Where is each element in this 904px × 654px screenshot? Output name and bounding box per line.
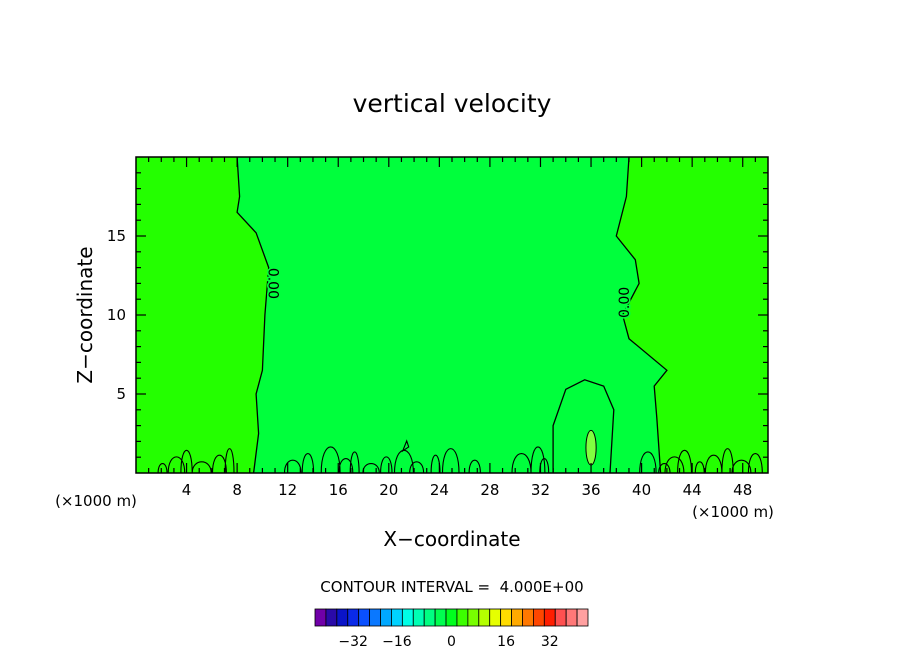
x-tick-label: 20 [379, 481, 398, 499]
colorbar-swatch [434, 608, 447, 627]
x-tick-label: 48 [733, 481, 752, 499]
colorbar-tick-label: −32 [338, 634, 368, 650]
y-tick-label: 15 [107, 227, 126, 245]
colorbar-swatch [401, 608, 414, 627]
x-tick-label: 40 [632, 481, 651, 499]
colorbar-swatch [533, 608, 545, 627]
colorbar-swatch [467, 608, 480, 627]
colorbar-swatch [576, 608, 589, 627]
colorbar-swatch [412, 608, 425, 627]
colorbar-swatch [358, 608, 370, 627]
colorbar-tick-labels: −32 −16 0 16 32 [338, 634, 558, 650]
colorbar-swatch [336, 608, 349, 627]
x-tick-label: 4 [182, 481, 192, 499]
colorbar-swatch [489, 608, 502, 627]
colorbar-swatch [554, 608, 567, 627]
y-axis-title: Z−coordinate [73, 246, 97, 383]
x-tick-label: 24 [430, 481, 449, 499]
x-tick-label: 16 [329, 481, 348, 499]
updraft-contour [552, 379, 615, 474]
x-tick-label: 28 [480, 481, 499, 499]
x-tick-label: 32 [531, 481, 550, 499]
updraft-core [585, 429, 597, 466]
zero-contour-right [615, 156, 668, 474]
y-tick-label: 10 [107, 306, 126, 324]
colorbar-swatch [314, 608, 327, 627]
y-tick-label: 5 [116, 385, 126, 403]
colorbar-tick-label: 32 [541, 634, 559, 650]
colorbar-swatch [369, 608, 381, 627]
x-unit-label-right: (×1000 m) [692, 503, 774, 521]
colorbar [314, 608, 589, 627]
region-middle [237, 157, 667, 473]
tick-marks [136, 157, 768, 473]
region-updraft [553, 379, 614, 473]
zero-contour-left [236, 156, 270, 474]
colorbar-tick-label: −16 [382, 634, 412, 650]
colorbar-swatch [347, 608, 360, 627]
contour-label-right: 0.00 [617, 287, 633, 318]
x-tick-labels: 4 8 12 16 20 24 28 32 36 40 44 48 [182, 481, 752, 499]
colorbar-swatch [543, 608, 556, 627]
colorbar-swatch [423, 608, 436, 627]
x-tick-label: 44 [683, 481, 702, 499]
colorbar-swatch [500, 608, 512, 627]
colorbar-swatch [478, 608, 491, 627]
colorbar-swatch [445, 608, 458, 627]
colorbar-swatch [380, 608, 392, 627]
plot-area: 0.00 0.00 [135, 156, 769, 474]
contour-label-left: 0.00 [265, 268, 281, 299]
surface-bumps [157, 439, 763, 474]
colorbar-swatch [391, 608, 403, 627]
x-tick-label: 36 [581, 481, 600, 499]
colorbar-swatch [522, 608, 534, 627]
chart-title: vertical velocity [353, 89, 552, 118]
x-tick-label: 8 [232, 481, 242, 499]
colorbar-swatch [511, 608, 523, 627]
colorbar-swatch [325, 608, 338, 627]
colorbar-swatch [456, 608, 469, 627]
colorbar-tick-label: 0 [447, 634, 456, 650]
x-unit-label-left: (×1000 m) [55, 492, 137, 510]
x-tick-label: 12 [278, 481, 297, 499]
colorbar-swatch [565, 608, 578, 627]
y-tick-labels: 5 10 15 [107, 227, 126, 403]
x-axis-title: X−coordinate [383, 527, 520, 551]
contour-interval-text: CONTOUR INTERVAL = 4.000E+00 [320, 578, 583, 596]
colorbar-tick-label: 16 [497, 634, 515, 650]
